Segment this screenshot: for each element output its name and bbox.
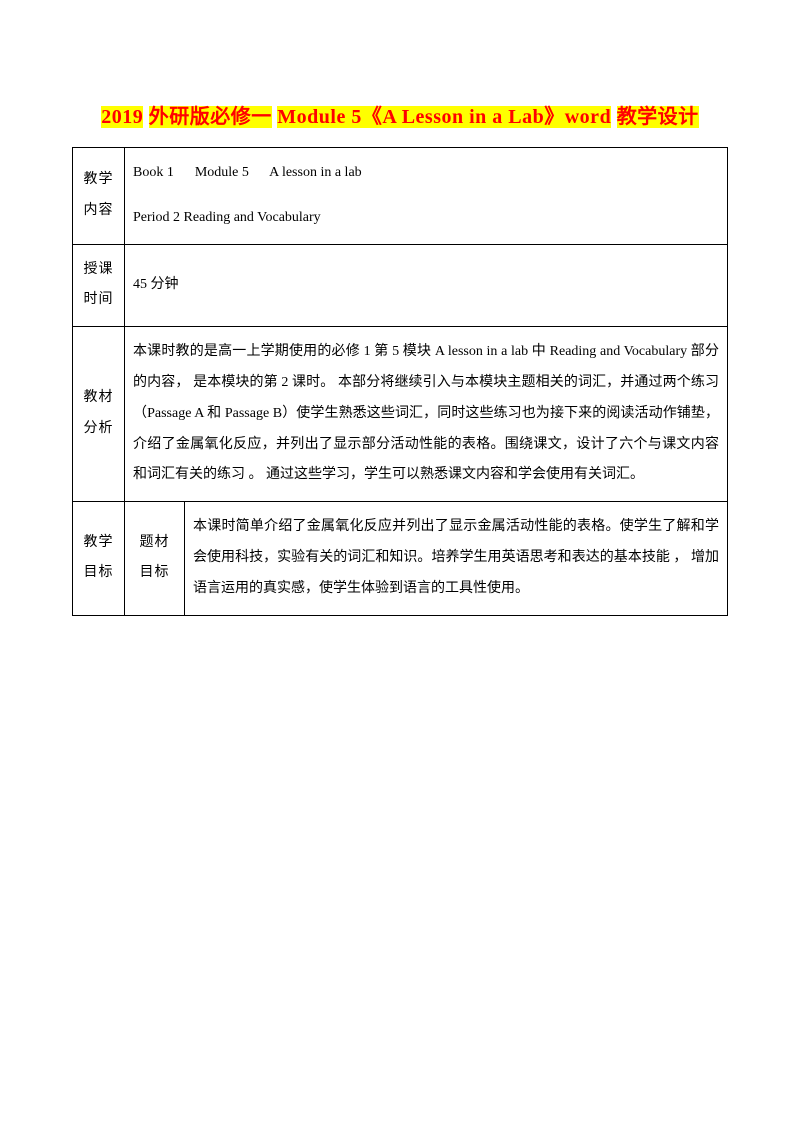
lesson-plan-table: 教学内容 Book 1 Module 5 A lesson in a lab P… [72,147,728,616]
table-row: 教材分析 本课时教的是高一上学期使用的必修 1 第 5 模块 A lesson … [73,327,728,502]
title-seg-3: Module 5《A Lesson in a Lab》word [277,106,611,128]
row-label-teaching-time: 授课时间 [73,244,125,327]
document-page: 2019 外研版必修一 Module 5《A Lesson in a Lab》w… [0,0,800,616]
teaching-time-cell: 45 分钟 [125,244,728,327]
teaching-content-cell: Book 1 Module 5 A lesson in a lab Period… [125,148,728,245]
objectives-text: 本课时简单介绍了金属氧化反应并列出了显示金属活动性能的表格。使学生了解和学会使用… [193,519,719,596]
table-row: 教学目标 题材目标 本课时简单介绍了金属氧化反应并列出了显示金属活动性能的表格。… [73,502,728,615]
title-seg-4: 教学设计 [617,106,699,128]
material-analysis-cell: 本课时教的是高一上学期使用的必修 1 第 5 模块 A lesson in a … [125,327,728,502]
label-text: 授课时间 [84,262,114,308]
title-seg-1: 2019 [101,106,143,128]
row-label-teaching-objectives: 教学目标 [73,502,125,615]
content-line-1: Book 1 Module 5 A lesson in a lab [133,158,719,189]
label-text: 教学目标 [84,535,114,581]
title-seg-2: 外研版必修一 [149,106,272,128]
row-label-material-analysis: 教材分析 [73,327,125,502]
sublabel-text: 题材目标 [140,535,170,581]
row-label-teaching-content: 教学内容 [73,148,125,245]
analysis-text: 本课时教的是高一上学期使用的必修 1 第 5 模块 A lesson in a … [133,344,719,482]
content-line-2: Period 2 Reading and Vocabulary [133,203,719,234]
label-text: 教材分析 [84,390,114,436]
table-row: 授课时间 45 分钟 [73,244,728,327]
label-text: 教学内容 [84,172,114,218]
table-row: 教学内容 Book 1 Module 5 A lesson in a lab P… [73,148,728,245]
teaching-objectives-cell: 本课时简单介绍了金属氧化反应并列出了显示金属活动性能的表格。使学生了解和学会使用… [185,502,728,615]
row-sublabel-topic-objective: 题材目标 [125,502,185,615]
page-title: 2019 外研版必修一 Module 5《A Lesson in a Lab》w… [72,100,728,129]
time-value: 45 分钟 [133,277,179,292]
